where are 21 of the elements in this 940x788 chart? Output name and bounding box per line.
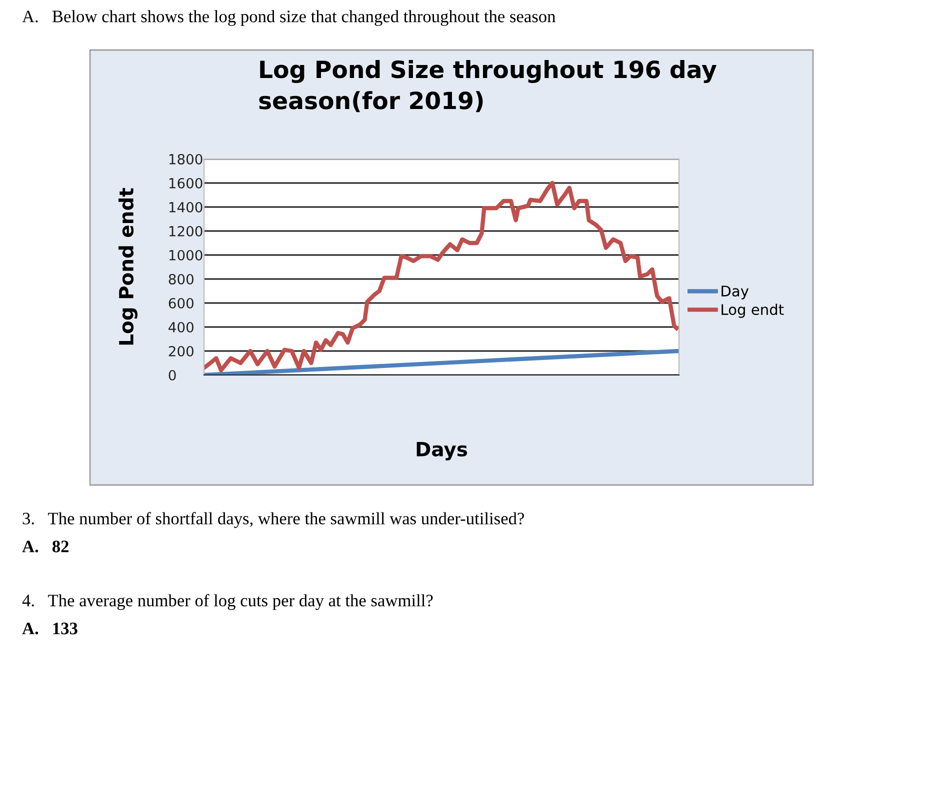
y-tick-label: 200	[168, 346, 194, 356]
text: 3. The number of shortfall days, where the sawmill was under-utilised?	[22, 512, 524, 528]
y-tick-label: 800	[168, 274, 194, 284]
text: A. Below chart shows the log pond size that changed throughout the season	[22, 10, 556, 26]
chart-title: Log Pond Size throughout 196 day season(for 2019)	[259, 60, 716, 112]
y-tick-label: 1000	[169, 250, 202, 260]
y-tick-label: 1800	[169, 154, 202, 164]
text: A. 133	[22, 622, 78, 634]
y-tick-label: 400	[168, 322, 194, 332]
y-tick-label: 1200	[169, 226, 202, 236]
line-series	[204, 180, 679, 372]
y-tick-label: 1600	[169, 178, 202, 188]
text: A. 82	[22, 540, 69, 552]
y-axis-title: Log Pond endt	[118, 188, 138, 345]
y-tick-label: 0	[168, 370, 176, 380]
legend-label: Log endt	[722, 304, 784, 318]
legend-label: Day	[722, 286, 749, 300]
text: 4. The average number of log cuts per day at the sawmill?	[22, 594, 433, 610]
y-tick-label: 1400	[169, 202, 202, 212]
x-axis-title: Days	[416, 442, 468, 460]
y-tick-label: 600	[168, 298, 194, 308]
